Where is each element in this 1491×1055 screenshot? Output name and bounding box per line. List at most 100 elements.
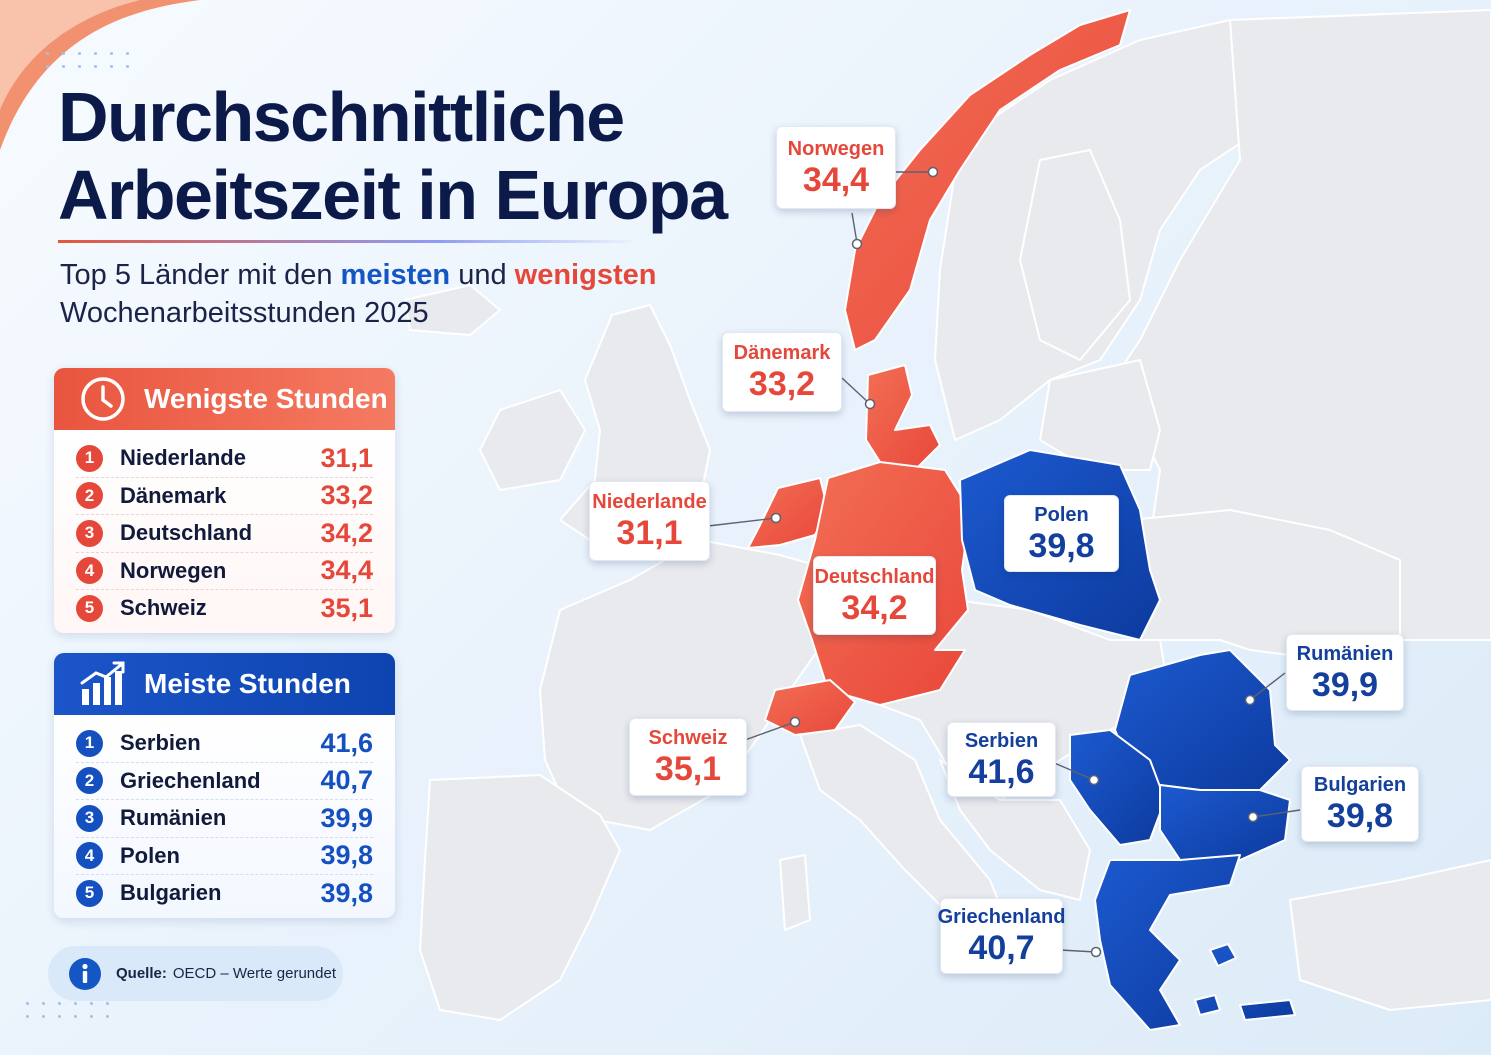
list-item: 3 Deutschland 34,2 <box>76 515 373 553</box>
least-hours-panel: Wenigste Stunden 1 Niederlande 31,1 2 Dänem… <box>54 368 395 633</box>
hours-value: 39,8 <box>320 840 373 871</box>
subtitle: Top 5 Länder mit den meisten und wenigst… <box>60 256 656 332</box>
rising-bar-chart-icon <box>80 661 125 705</box>
dot-pattern-bottom <box>26 1002 112 1018</box>
callout-value: 31,1 <box>616 514 683 552</box>
callout-daenemark: Dänemark 33,2 <box>722 332 842 412</box>
list-item: 2 Griechenland 40,7 <box>76 763 373 800</box>
rank-badge: 1 <box>76 444 103 472</box>
list-item: 3 Rumänien 39,9 <box>76 800 373 838</box>
connector-rumaenien <box>1249 672 1286 701</box>
hours-value: 31,1 <box>320 442 373 473</box>
land-sardinia <box>779 854 811 931</box>
connector-griechenland <box>1059 949 1097 953</box>
hours-value: 41,6 <box>320 727 373 758</box>
subtitle-und: und <box>458 259 507 291</box>
pin-niederlande <box>770 512 782 524</box>
land-iberia <box>419 774 621 1021</box>
subtitle-wenigsten: wenigsten <box>514 259 657 291</box>
pin-schweiz <box>789 716 801 728</box>
connector-norwegen-south <box>851 212 858 244</box>
country-name: Schweiz <box>120 595 207 621</box>
hours-value: 39,8 <box>320 877 373 908</box>
country-bulgarien <box>1159 784 1291 861</box>
rank-badge: 3 <box>76 804 103 832</box>
list-item: 5 Schweiz 35,1 <box>76 590 373 627</box>
rank-badge: 4 <box>76 842 103 870</box>
land-baltics <box>1039 359 1161 471</box>
dot-pattern-top <box>46 52 132 68</box>
country-name: Niederlande <box>120 445 246 471</box>
country-name: Bulgarien <box>120 880 222 906</box>
land-ireland <box>479 389 586 491</box>
pin-daenemark <box>864 398 876 410</box>
callout-niederlande: Niederlande 31,1 <box>589 481 710 561</box>
subtitle-part1: Top 5 Länder mit den <box>60 259 333 291</box>
callout-country: Dänemark <box>733 342 831 364</box>
most-hours-panel: Meiste Stunden 1 Serbien 41,6 2 Griechenlan… <box>54 653 395 918</box>
list-item: 2 Dänemark 33,2 <box>76 478 373 515</box>
most-hours-list: 1 Serbien 41,6 2 Griechenland 40,7 3 Rumänien… <box>54 715 395 918</box>
country-name: Norwegen <box>120 557 227 583</box>
hours-value: 33,2 <box>320 480 373 511</box>
rank-badge: 4 <box>76 557 103 585</box>
callout-country: Niederlande <box>592 491 707 513</box>
title-line-1: Durchschnittliche <box>58 78 625 156</box>
callout-griechenland: Griechenland 40,7 <box>938 898 1065 974</box>
callout-value: 39,8 <box>1028 526 1095 565</box>
pin-bulgarien <box>1247 811 1259 823</box>
title-underline <box>58 240 638 243</box>
clock-icon <box>81 377 125 421</box>
hours-value: 40,7 <box>320 765 373 796</box>
connector-bulgarien <box>1252 809 1301 818</box>
list-item: 1 Niederlande 31,1 <box>76 440 373 478</box>
callout-serbien: Serbien 41,6 <box>947 722 1056 797</box>
connector-daenemark <box>841 377 871 405</box>
country-serbien <box>1069 729 1166 846</box>
callout-rumaenien: Rumänien 39,9 <box>1286 634 1404 711</box>
country-name: Polen <box>120 842 180 868</box>
least-hours-title: Wenigste Stunden <box>144 383 388 414</box>
country-name: Rumänien <box>120 805 227 831</box>
country-daenemark <box>865 364 941 471</box>
hours-value: 39,9 <box>320 802 373 833</box>
pin-norwegen <box>927 166 939 178</box>
callout-norwegen: Norwegen 34,4 <box>776 126 896 209</box>
land-finland <box>1019 149 1131 361</box>
country-niederlande <box>747 477 829 549</box>
callout-polen: Polen 39,8 <box>1004 495 1119 572</box>
least-hours-header: Wenigste Stunden <box>54 368 395 430</box>
callout-value: 34,2 <box>841 588 908 627</box>
list-item: 5 Bulgarien 39,8 <box>76 875 373 912</box>
callout-country: Serbien <box>964 729 1039 752</box>
rank-badge: 5 <box>76 879 103 907</box>
hours-value: 34,4 <box>320 555 373 586</box>
subtitle-line2: Wochenarbeitsstunden 2025 <box>60 297 429 329</box>
callout-value: 40,7 <box>968 929 1035 967</box>
callout-value: 39,8 <box>1326 797 1394 835</box>
country-name: Griechenland <box>120 767 261 793</box>
callout-country: Schweiz <box>648 727 728 749</box>
callout-country: Deutschland <box>814 565 935 588</box>
pin-griechenland <box>1090 946 1102 958</box>
country-griechenland <box>1094 854 1241 1031</box>
callout-value: 39,9 <box>1311 665 1379 704</box>
country-schweiz <box>764 679 856 736</box>
rank-badge: 3 <box>76 519 103 547</box>
source-label: Quelle: <box>116 965 167 982</box>
callout-deutschland: Deutschland 34,2 <box>813 556 936 635</box>
callout-value: 34,4 <box>802 160 870 199</box>
callout-country: Polen <box>1034 503 1089 526</box>
source-note: Quelle: OECD – Werte gerundet <box>48 946 343 1001</box>
callout-schweiz: Schweiz 35,1 <box>629 718 747 796</box>
callout-value: 35,1 <box>654 750 722 788</box>
list-item: 4 Polen 39,8 <box>76 838 373 875</box>
hours-value: 34,2 <box>320 517 373 548</box>
pin-norwegen-south <box>851 238 863 250</box>
rank-badge: 2 <box>76 767 103 795</box>
country-name: Dänemark <box>120 482 227 508</box>
rank-badge: 2 <box>76 482 103 510</box>
callout-bulgarien: Bulgarien 39,8 <box>1301 766 1419 842</box>
connector-schweiz <box>744 721 796 741</box>
